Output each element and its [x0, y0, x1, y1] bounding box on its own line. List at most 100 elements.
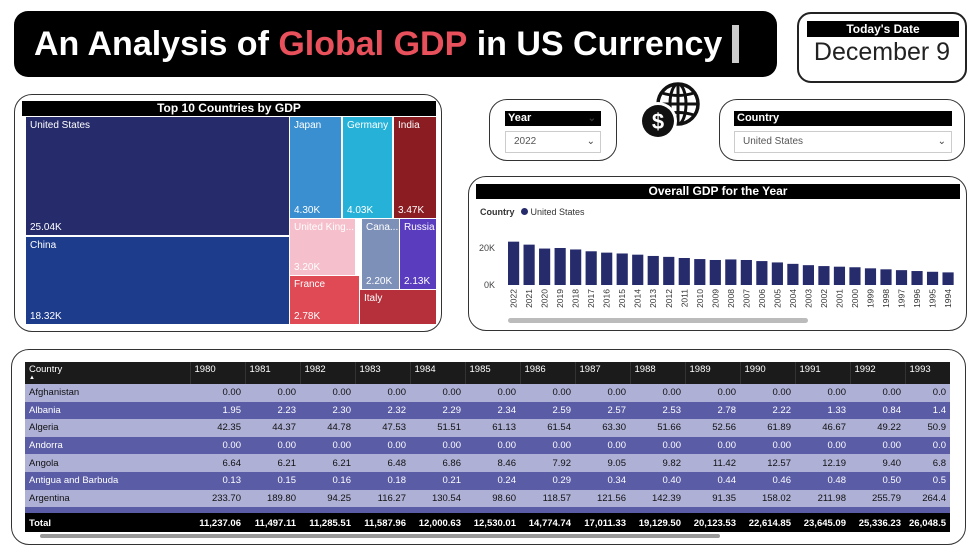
bar[interactable]: [725, 259, 737, 285]
bar[interactable]: [864, 268, 877, 285]
bar[interactable]: [632, 254, 644, 285]
bar[interactable]: [554, 247, 566, 285]
treemap-tile[interactable]: India 3.47K: [394, 117, 436, 218]
value-cell: 0.00: [575, 384, 630, 402]
bar[interactable]: [647, 255, 659, 285]
value-cell: 6.21: [245, 454, 300, 472]
bar[interactable]: [663, 256, 675, 285]
chart-scrollbar[interactable]: [508, 318, 808, 323]
bar[interactable]: [880, 269, 892, 285]
bar[interactable]: [523, 244, 535, 285]
bar[interactable]: [756, 261, 768, 285]
value-cell: 2.78: [685, 401, 740, 420]
bar-chart-card: [468, 176, 967, 331]
treemap-tile[interactable]: Germany 4.03K: [343, 117, 392, 218]
date-value: December 9: [813, 38, 951, 66]
table-row[interactable]: Algeria 42.35 44.37 44.78 47.53 51.51 61.13 61.…: [25, 419, 950, 437]
bar[interactable]: [833, 266, 846, 285]
value-cell: 0.0: [905, 384, 950, 402]
column-header[interactable]: 1984: [410, 362, 466, 384]
bar[interactable]: [942, 272, 954, 285]
value-cell: 233.70: [190, 489, 245, 508]
value-cell: 0.5: [905, 471, 950, 490]
year-dropdown[interactable]: 2022 ⌄: [505, 131, 601, 153]
column-header[interactable]: Country ▲: [25, 362, 191, 384]
value-cell: 142.39: [630, 489, 685, 508]
value-cell: 2.34: [465, 401, 520, 420]
value-cell: 46.67: [795, 419, 850, 437]
treemap-tile[interactable]: Italy: [360, 290, 436, 324]
column-header[interactable]: 1983: [355, 362, 411, 384]
value-cell: 6.86: [410, 454, 465, 472]
bar[interactable]: [740, 259, 752, 285]
table-row[interactable]: Albania 1.95 2.23 2.30 2.32 2.29 2.34 2.59 2.57 2…: [25, 401, 950, 420]
bar[interactable]: [895, 270, 908, 285]
column-header[interactable]: 1985: [465, 362, 521, 384]
x-tick-label: 2009: [710, 289, 720, 308]
country-cell: Albania: [25, 401, 190, 420]
bar[interactable]: [787, 263, 799, 285]
country-cell: Andorra: [25, 436, 190, 455]
bar[interactable]: [508, 241, 520, 285]
treemap-tile[interactable]: Cana... 2.20K: [362, 219, 399, 289]
country-cell: Argentina: [25, 489, 190, 508]
treemap-tile[interactable]: United States 25.04K: [26, 117, 289, 235]
bar[interactable]: [926, 271, 939, 285]
bar[interactable]: [539, 248, 551, 285]
svg-text:$: $: [652, 109, 664, 134]
bar[interactable]: [802, 265, 814, 285]
treemap-tile[interactable]: United King... 3.20K: [290, 219, 355, 275]
table-row[interactable]: Angola 6.64 6.21 6.21 6.48 6.86 8.46 7.92 9.05 9.…: [25, 454, 950, 472]
treemap-tile-value: 4.30K: [294, 205, 321, 216]
column-header[interactable]: 1986: [520, 362, 576, 384]
bar[interactable]: [849, 267, 861, 285]
table-header-row: Country ▲ 1980 1981 1982 1983 1984 1985 1986 1987…: [25, 362, 950, 384]
value-cell: 6.64: [190, 454, 245, 472]
total-cell: 12,530.01: [465, 513, 520, 532]
treemap-tile[interactable]: China 18.32K: [26, 237, 289, 324]
table-scrollbar[interactable]: [40, 534, 720, 538]
column-header[interactable]: 1991: [795, 362, 851, 384]
y-tick-label: 20K: [479, 243, 495, 253]
x-tick-label: 2015: [617, 289, 627, 308]
treemap-tile[interactable]: France 2.78K: [290, 276, 359, 324]
x-tick-label: 2016: [602, 289, 612, 308]
value-cell: 0.16: [300, 471, 355, 490]
bar[interactable]: [694, 259, 706, 285]
treemap-title: Top 10 Countries by GDP: [22, 101, 436, 116]
column-header[interactable]: 1992: [850, 362, 906, 384]
column-header[interactable]: 1988: [630, 362, 686, 384]
bar[interactable]: [911, 271, 923, 285]
column-header[interactable]: 1989: [685, 362, 741, 384]
table-total-row: Total 11,237.06 11,497.11 11,285.51 11,587.9…: [25, 513, 950, 532]
bar[interactable]: [601, 252, 613, 285]
column-header[interactable]: 1982: [300, 362, 356, 384]
bar[interactable]: [616, 253, 628, 285]
value-cell: 9.40: [850, 454, 905, 472]
date-card: Today's Date December 9: [797, 12, 967, 83]
table-row[interactable]: Argentina 233.70 189.80 94.25 116.27 130.54 98…: [25, 489, 950, 508]
treemap-tile[interactable]: Japan 4.30K: [290, 117, 341, 218]
column-header[interactable]: 1987: [575, 362, 631, 384]
column-header[interactable]: 1981: [245, 362, 301, 384]
table-row[interactable]: Antigua and Barbuda 0.13 0.15 0.16 0.18 0.21 0…: [25, 471, 950, 490]
value-cell: 9.82: [630, 454, 685, 472]
value-cell: 51.51: [410, 419, 465, 437]
table-row[interactable]: Afghanistan 0.00 0.00 0.00 0.00 0.00 0.00 0.00 0…: [25, 384, 950, 402]
value-cell: 0.00: [630, 436, 685, 455]
gdp-bar-chart: 20K 0K 2022 2021 2020 2019 2018 2017 2016 2015 201…: [479, 241, 954, 308]
column-header[interactable]: 1990: [740, 362, 796, 384]
bar[interactable]: [709, 259, 721, 285]
bar[interactable]: [570, 249, 582, 285]
bar[interactable]: [818, 266, 830, 285]
column-header[interactable]: 1980: [190, 362, 246, 384]
table-row[interactable]: Andorra 0.00 0.00 0.00 0.00 0.00 0.00 0.00 0.00 0…: [25, 436, 950, 455]
column-header[interactable]: 1993: [905, 362, 950, 384]
bar[interactable]: [678, 258, 690, 285]
treemap-tile[interactable]: Russia 2.13K: [400, 219, 436, 289]
country-dropdown[interactable]: United States ⌄: [734, 131, 952, 153]
value-cell: 2.59: [520, 401, 575, 420]
bar[interactable]: [585, 251, 597, 285]
bar[interactable]: [771, 262, 783, 285]
value-cell: 12.19: [795, 454, 850, 472]
